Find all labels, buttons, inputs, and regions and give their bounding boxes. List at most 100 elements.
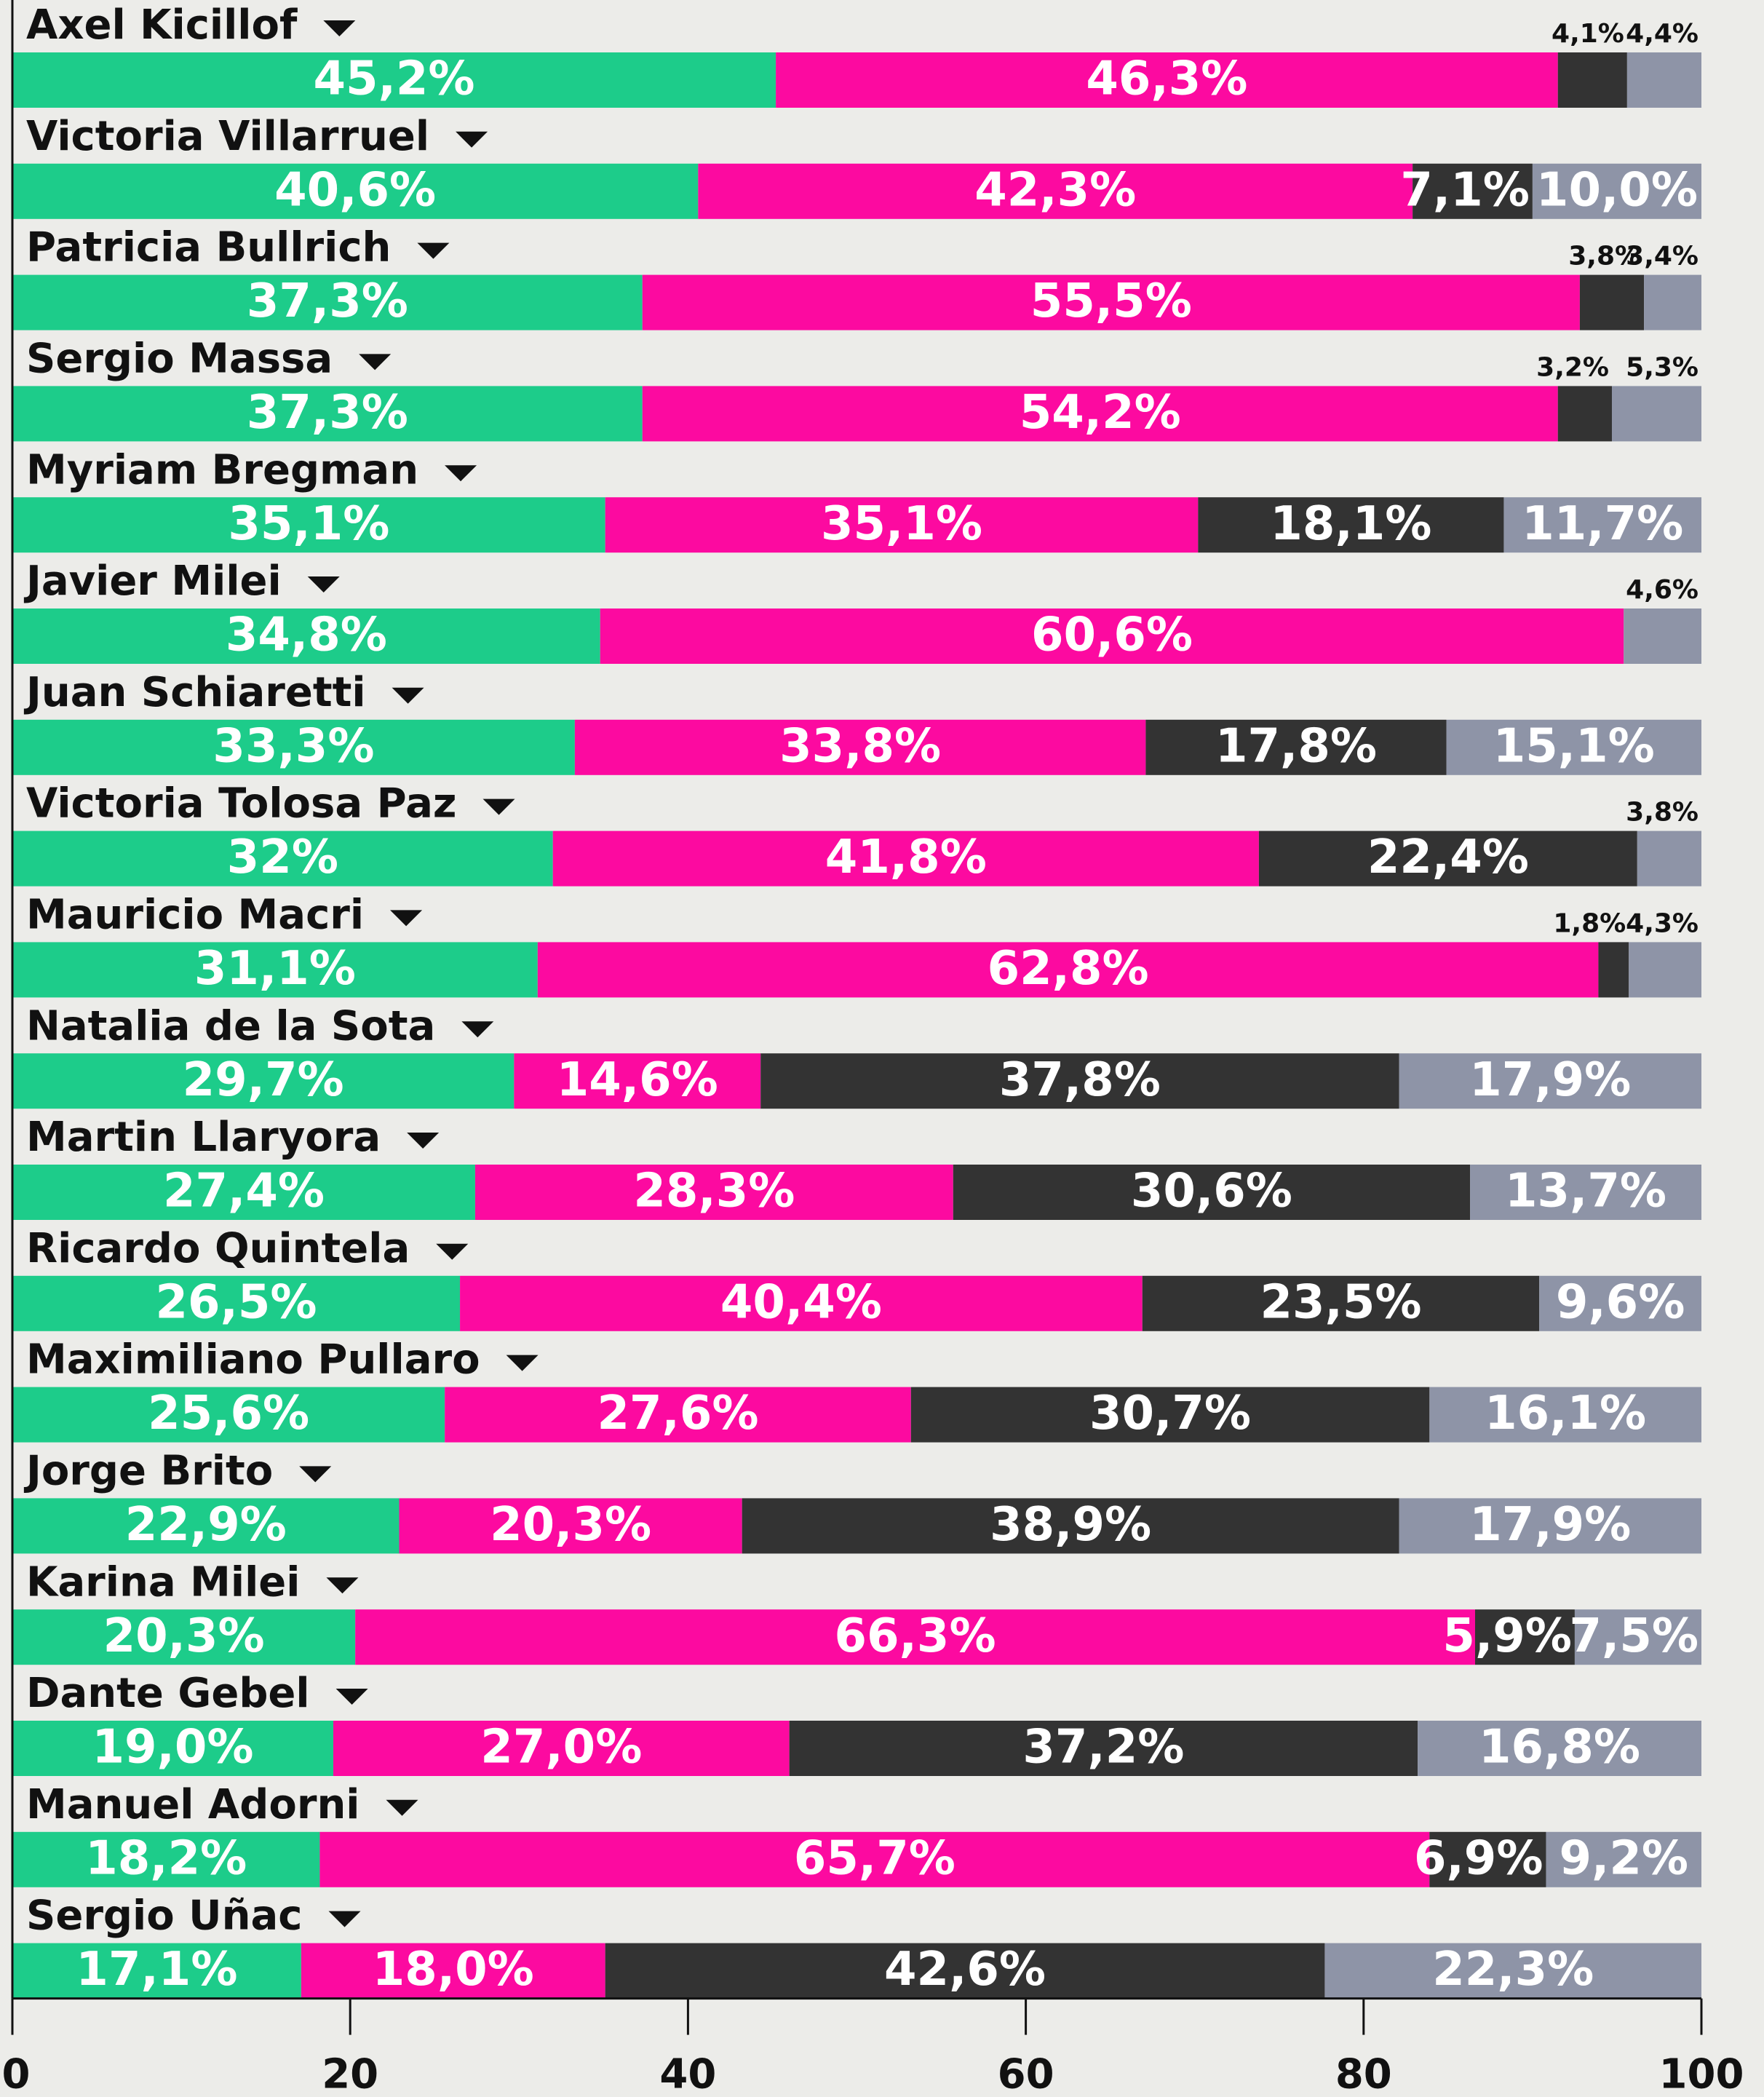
bar-segment	[605, 1943, 1325, 1999]
candidate-name: Javier Milei	[23, 558, 282, 605]
value-label: 7,1%	[1400, 163, 1530, 217]
bar-segment	[399, 1498, 742, 1554]
value-label: 10,0%	[1536, 163, 1698, 217]
x-tick-label: 80	[1335, 2051, 1392, 2097]
dropdown-arrow[interactable]	[436, 1243, 469, 1260]
value-label: 60,6%	[1031, 609, 1193, 662]
value-label: 34,8%	[226, 609, 387, 662]
value-label: 22,9%	[125, 1498, 287, 1552]
value-label: 54,2%	[1020, 386, 1181, 440]
value-label: 16,1%	[1485, 1387, 1646, 1440]
value-label: 17,9%	[1469, 1498, 1631, 1552]
dropdown-arrow[interactable]	[417, 242, 450, 259]
candidate-name: Jorge Brito	[23, 1448, 273, 1495]
value-label: 23,5%	[1260, 1275, 1421, 1329]
bar-segment	[1546, 1831, 1701, 1887]
bar-segment	[1429, 1831, 1546, 1887]
bar-segment	[605, 497, 1199, 553]
value-label: 17,9%	[1469, 1053, 1631, 1107]
bar-segment	[1418, 1721, 1701, 1776]
dropdown-arrow[interactable]	[307, 576, 340, 592]
candidate-name: Juan Schiaretti	[23, 669, 366, 716]
bar-segment	[12, 831, 553, 887]
value-label: 20,3%	[103, 1609, 265, 1663]
bar-segment	[760, 1053, 1399, 1109]
value-label: 5,9%	[1442, 1609, 1572, 1663]
dropdown-arrow[interactable]	[328, 1911, 361, 1927]
value-label: 11,7%	[1522, 497, 1683, 551]
value-label: 35,1%	[821, 497, 982, 551]
bar-segment	[319, 1831, 1430, 1887]
dropdown-arrow[interactable]	[335, 1689, 368, 1705]
bar-segment	[333, 1721, 790, 1776]
value-label-small: 3,2%	[1536, 352, 1609, 382]
value-label: 13,7%	[1505, 1165, 1666, 1218]
dropdown-arrow[interactable]	[445, 465, 477, 482]
bar-segment	[12, 497, 605, 553]
bar-segment	[642, 274, 1580, 330]
value-label: 27,6%	[597, 1387, 758, 1440]
bar-segment	[12, 1609, 356, 1665]
bar-segment	[1503, 497, 1701, 553]
value-label: 18,2%	[85, 1831, 247, 1885]
bar-segment	[12, 1721, 333, 1776]
value-label: 41,8%	[825, 831, 987, 884]
bar-segment	[552, 831, 1259, 887]
dropdown-arrow[interactable]	[326, 1577, 359, 1594]
candidate-name: Sergio Uñac	[26, 1892, 303, 1940]
bar-segment	[698, 163, 1413, 219]
x-tick-label: 20	[322, 2051, 378, 2097]
bar-segment	[12, 163, 699, 219]
bar-segment	[12, 1498, 400, 1554]
dropdown-arrow[interactable]	[323, 20, 356, 36]
candidate-name: Mauricio Macri	[26, 892, 364, 939]
bar-segment	[12, 386, 643, 442]
candidate-name: Natalia de la Sota	[26, 1002, 435, 1050]
dropdown-arrow[interactable]	[407, 1133, 440, 1149]
bar-segment	[1557, 52, 1627, 108]
bar-segment	[1446, 719, 1701, 775]
value-label: 29,7%	[183, 1053, 344, 1107]
dropdown-arrow[interactable]	[461, 1021, 494, 1038]
bar-segment	[355, 1609, 1475, 1665]
candidate-name: Karina Milei	[26, 1558, 300, 1606]
value-label: 65,7%	[794, 1831, 956, 1885]
bar-segment	[1413, 163, 1533, 219]
dropdown-arrow[interactable]	[456, 131, 488, 148]
bar-segment	[789, 1721, 1418, 1776]
x-tick-label: 40	[659, 2051, 716, 2097]
bar-segment	[1579, 274, 1645, 330]
value-label: 55,5%	[1030, 274, 1192, 328]
dropdown-arrow[interactable]	[359, 354, 392, 370]
dropdown-arrow[interactable]	[386, 1799, 418, 1816]
dropdown-arrow[interactable]	[506, 1355, 539, 1371]
value-label: 17,1%	[76, 1943, 237, 1997]
bar-segment	[1557, 386, 1612, 442]
value-label: 22,4%	[1367, 831, 1529, 884]
value-label-small: 5,3%	[1626, 352, 1699, 382]
value-label: 20,3%	[490, 1498, 651, 1552]
bar-segment	[301, 1943, 605, 1999]
bar-segment	[12, 609, 600, 664]
x-tick-label: 0	[2, 2051, 31, 2097]
dropdown-arrow[interactable]	[390, 910, 423, 927]
bar-segment	[12, 1053, 514, 1109]
value-label: 7,5%	[1570, 1609, 1699, 1663]
value-label-small: 4,4%	[1626, 19, 1699, 49]
bar-segment	[776, 52, 1558, 108]
bar-segment	[445, 1387, 911, 1443]
value-label: 9,2%	[1559, 1831, 1688, 1885]
bar-segment	[574, 719, 1146, 775]
candidate-name: Myriam Bregman	[26, 446, 418, 493]
bar-segment	[1624, 609, 1701, 664]
dropdown-arrow[interactable]	[392, 687, 424, 704]
dropdown-arrow[interactable]	[299, 1466, 332, 1483]
value-label-small: 3,8%	[1626, 798, 1699, 828]
candidate-name: Axel Kicillof	[26, 1, 298, 49]
dropdown-arrow[interactable]	[482, 798, 515, 815]
value-label: 38,9%	[990, 1498, 1151, 1552]
bar-segment	[12, 1831, 320, 1887]
bar-segment	[1399, 1498, 1701, 1554]
bar-segment	[12, 1275, 461, 1331]
bar-segment	[1198, 497, 1504, 553]
